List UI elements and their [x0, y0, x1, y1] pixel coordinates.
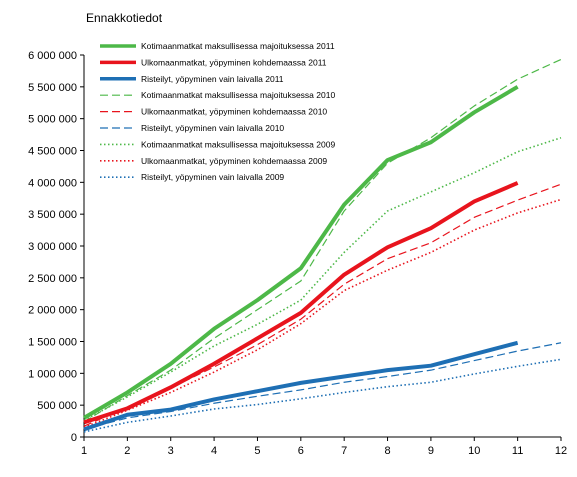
x-tick-label: 6	[298, 445, 304, 457]
legend-label: Risteilyt, yöpyminen vain laivalla 2009	[141, 172, 284, 182]
legend-label: Ulkomaanmatkat, yöpyminen kohdemaassa 20…	[141, 57, 327, 67]
series-line-9	[83, 358, 562, 433]
legend-label: Kotimaanmatkat maksullisessa majoitukses…	[141, 41, 335, 51]
legend: Kotimaanmatkat maksullisessa majoitukses…	[100, 41, 335, 182]
legend-label: Ulkomaanmatkat, yöpyminen kohdemaassa 20…	[141, 107, 327, 117]
x-tick-label: 11	[512, 445, 523, 457]
series-line-8	[83, 198, 562, 429]
y-tick-label: 2 500 000	[28, 273, 77, 285]
legend-label: Risteilyt, yöpyminen vain laivalla 2010	[141, 123, 284, 133]
x-tick-label: 3	[168, 445, 174, 457]
x-tick-label: 12	[555, 445, 567, 457]
y-tick-label: 2 000 000	[28, 305, 77, 317]
x-tick-label: 1	[81, 445, 87, 457]
series-lines	[82, 58, 562, 433]
x-tick-label: 10	[468, 445, 480, 457]
x-tick-label: 5	[254, 445, 260, 457]
y-tick-label: 1 500 000	[28, 337, 77, 349]
x-tick-label: 2	[124, 445, 130, 457]
y-tick-label: 0	[71, 432, 77, 444]
legend-label: Risteilyt, yöpyminen vain laivalla 2011	[141, 74, 284, 84]
legend-label: Kotimaanmatkat maksullisessa majoitukses…	[141, 139, 335, 149]
x-tick-label: 4	[211, 445, 217, 457]
legend-label: Ulkomaanmatkat, yöpyminen kohdemaassa 20…	[141, 156, 327, 166]
x-tick-label: 9	[428, 445, 434, 457]
y-tick-label: 5 500 000	[28, 82, 77, 94]
series-line-1	[82, 85, 519, 420]
x-axis-ticks: 1 2 3 4 5 6 7 8 9 10 11 12	[81, 437, 567, 457]
series-line-4	[83, 58, 562, 423]
series-line-2	[83, 181, 519, 425]
y-tick-label: 500 000	[37, 400, 77, 412]
y-tick-label: 4 000 000	[28, 177, 77, 189]
y-tick-label: 3 000 000	[28, 241, 77, 253]
x-tick-label: 7	[341, 445, 347, 457]
series-line-7	[83, 137, 562, 422]
y-axis-ticks: 0 500 000 1 000 000 1 500 000 2 000 000 2 500…	[28, 50, 84, 444]
chart-subtitle: Ennakkotiedot	[86, 11, 163, 25]
y-tick-label: 3 500 000	[28, 209, 77, 221]
x-tick-label: 8	[384, 445, 390, 457]
y-tick-label: 5 000 000	[28, 114, 77, 126]
legend-label: Kotimaanmatkat maksullisessa majoitukses…	[141, 90, 335, 100]
y-tick-label: 1 000 000	[28, 368, 77, 380]
series-line-6	[83, 342, 562, 430]
y-tick-label: 6 000 000	[28, 50, 77, 62]
series-line-3	[83, 340, 519, 432]
y-tick-label: 4 500 000	[28, 146, 77, 158]
series-line-5	[83, 183, 562, 427]
